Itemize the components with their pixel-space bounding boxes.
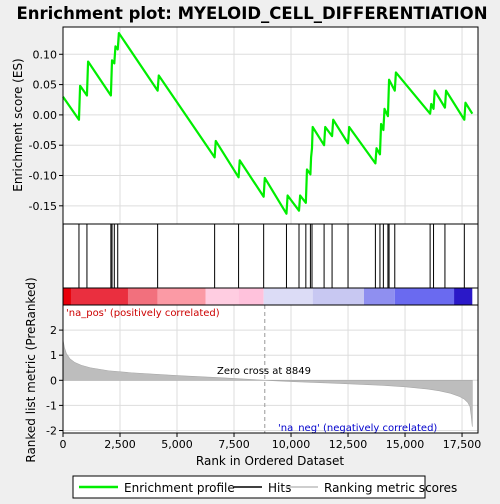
negative-correlation-label: 'na_neg' (negatively correlated)	[278, 423, 437, 434]
x-tick-label: 17,500	[443, 438, 482, 451]
ranking-heat-bar	[62, 287, 479, 306]
es-panel: 0.10 0.05 0.00 -0.05 -0.10 -0.15 Enrichment s…	[11, 26, 479, 225]
chart-title: Enrichment plot: MYELOID_CELL_DIFFERENTI…	[16, 4, 487, 23]
heat-bar-segment	[454, 288, 473, 305]
hits-panel	[62, 223, 479, 289]
es-gridlines	[62, 27, 478, 224]
heat-bar-segment	[157, 288, 206, 305]
es-y-tick-label: 0.00	[33, 109, 58, 122]
es-y-axis-ticks: 0.10 0.05 0.00 -0.05 -0.10 -0.15	[29, 48, 63, 213]
metric-panel: Zero cross at 8849 'na_pos' (positively …	[24, 277, 479, 463]
ranking-metric-area	[62, 339, 473, 427]
metric-y-axis-ticks: 2 1 0 -1 -2	[46, 324, 63, 437]
positive-correlation-label: 'na_pos' (positively correlated)	[66, 308, 220, 319]
heat-bar-segment	[70, 288, 128, 305]
es-y-axis-label: Enrichment score (ES)	[11, 58, 25, 191]
x-tick-label: 12,500	[329, 438, 368, 451]
metric-y-tick-label: -2	[46, 424, 57, 437]
legend-enrichment-label: Enrichment profile	[124, 481, 235, 495]
metric-y-tick-label: 1	[50, 349, 57, 362]
metric-y-axis-label: Ranked list metric (PreRanked)	[24, 277, 38, 462]
legend-hits-label: Hits	[268, 481, 291, 495]
x-tick-label: 5,000	[161, 438, 193, 451]
x-tick-label: 15,000	[386, 438, 425, 451]
es-y-tick-label: 0.05	[33, 79, 58, 92]
metric-y-tick-label: -1	[46, 399, 57, 412]
metric-y-tick-label: 2	[50, 324, 57, 337]
hits-panel-background	[63, 224, 478, 288]
x-tick-label: 7,500	[218, 438, 250, 451]
heat-bar-segments	[63, 288, 473, 305]
es-y-tick-label: -0.05	[29, 139, 57, 152]
enrichment-profile-line	[62, 31, 474, 215]
metric-panel-background	[63, 305, 478, 433]
heat-bar-segment	[363, 288, 395, 305]
heat-bar-segment	[63, 288, 71, 305]
x-axis-ticks: 0 2,500 5,000 7,500 10,000 12,500 15,000 17,500	[60, 433, 482, 451]
es-y-tick-label: -0.10	[29, 170, 57, 183]
legend-metric-label: Ranking metric scores	[324, 481, 457, 495]
heat-bar-segment	[205, 288, 239, 305]
metric-panel-frame	[62, 304, 479, 434]
es-y-tick-label: 0.10	[33, 48, 58, 61]
es-panel-background	[63, 27, 478, 224]
heat-bar-segment	[263, 288, 313, 305]
es-y-tick-label: -0.15	[29, 200, 57, 213]
x-tick-label: 0	[60, 438, 67, 451]
x-tick-label: 10,000	[272, 438, 311, 451]
heat-bar-segment	[394, 288, 455, 305]
zero-cross-label: Zero cross at 8849	[217, 366, 311, 377]
heat-bar-segment	[312, 288, 364, 305]
legend: Enrichment profile Hits Ranking metric s…	[72, 475, 457, 499]
heat-bar-segment	[127, 288, 158, 305]
metric-y-tick-label: 0	[50, 374, 57, 387]
x-axis-label: Rank in Ordered Dataset	[196, 454, 344, 468]
x-tick-label: 2,500	[104, 438, 136, 451]
heat-bar-segment	[238, 288, 264, 305]
